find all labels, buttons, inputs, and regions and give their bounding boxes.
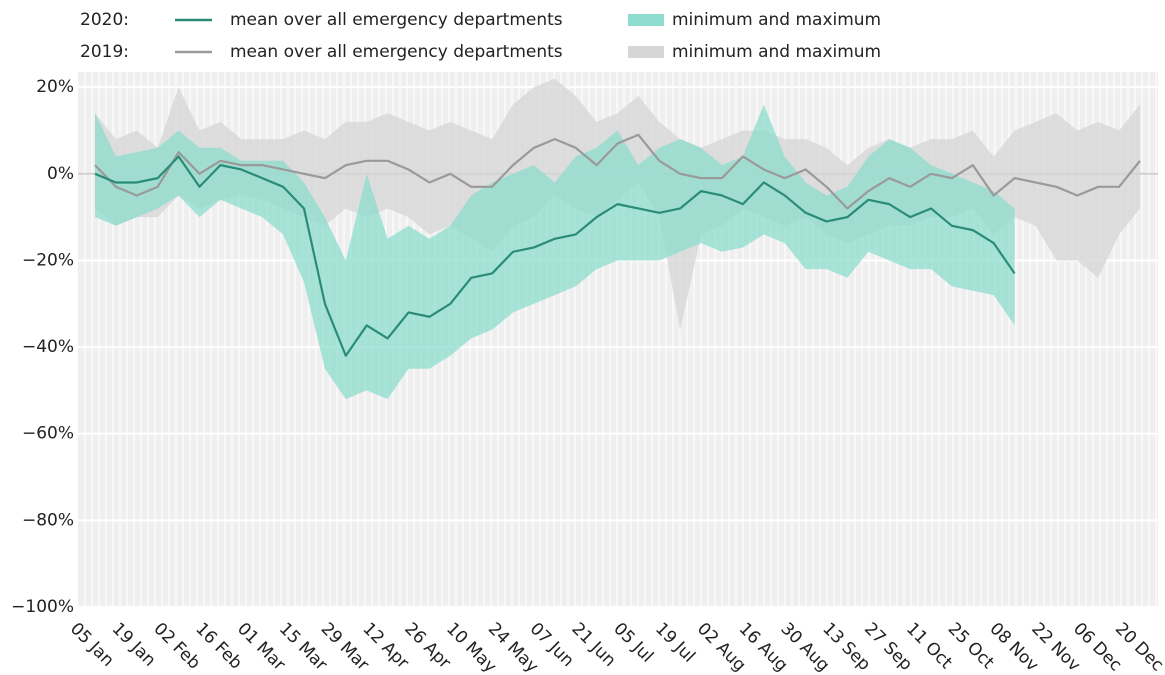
legend-label: mean over all emergency departments — [230, 42, 563, 62]
legend-label: minimum and maximum — [672, 42, 881, 62]
min-max-band — [95, 78, 1140, 330]
legend-swatch — [628, 14, 664, 26]
mean-line — [94, 133, 1141, 210]
legend-swatch — [628, 46, 664, 58]
y-tick-label: 0% — [47, 164, 74, 184]
y-tick-label: −60% — [22, 424, 74, 444]
x-tick-label: 19 Jan — [108, 619, 160, 671]
mean-line — [94, 155, 1016, 357]
x-tick-label: 21 Jun — [568, 619, 620, 671]
y-tick-label: −40% — [22, 337, 74, 357]
legend-label: mean over all emergency departments — [230, 10, 563, 30]
y-tick-label: 20% — [36, 77, 74, 97]
legend-group-label: 2020: — [80, 10, 129, 30]
y-tick-label: −80% — [22, 510, 74, 530]
x-tick-label: 19 Jul — [651, 619, 699, 667]
y-tick-label: −20% — [22, 250, 74, 270]
y-tick-label: −100% — [11, 597, 74, 617]
x-tick-label: 25 Oct — [944, 619, 998, 673]
x-tick-label: 05 Jan — [66, 619, 118, 671]
legend-group-label: 2019: — [80, 42, 129, 62]
legend-label: minimum and maximum — [672, 10, 881, 30]
x-tick-label: 26 Apr — [400, 619, 454, 673]
